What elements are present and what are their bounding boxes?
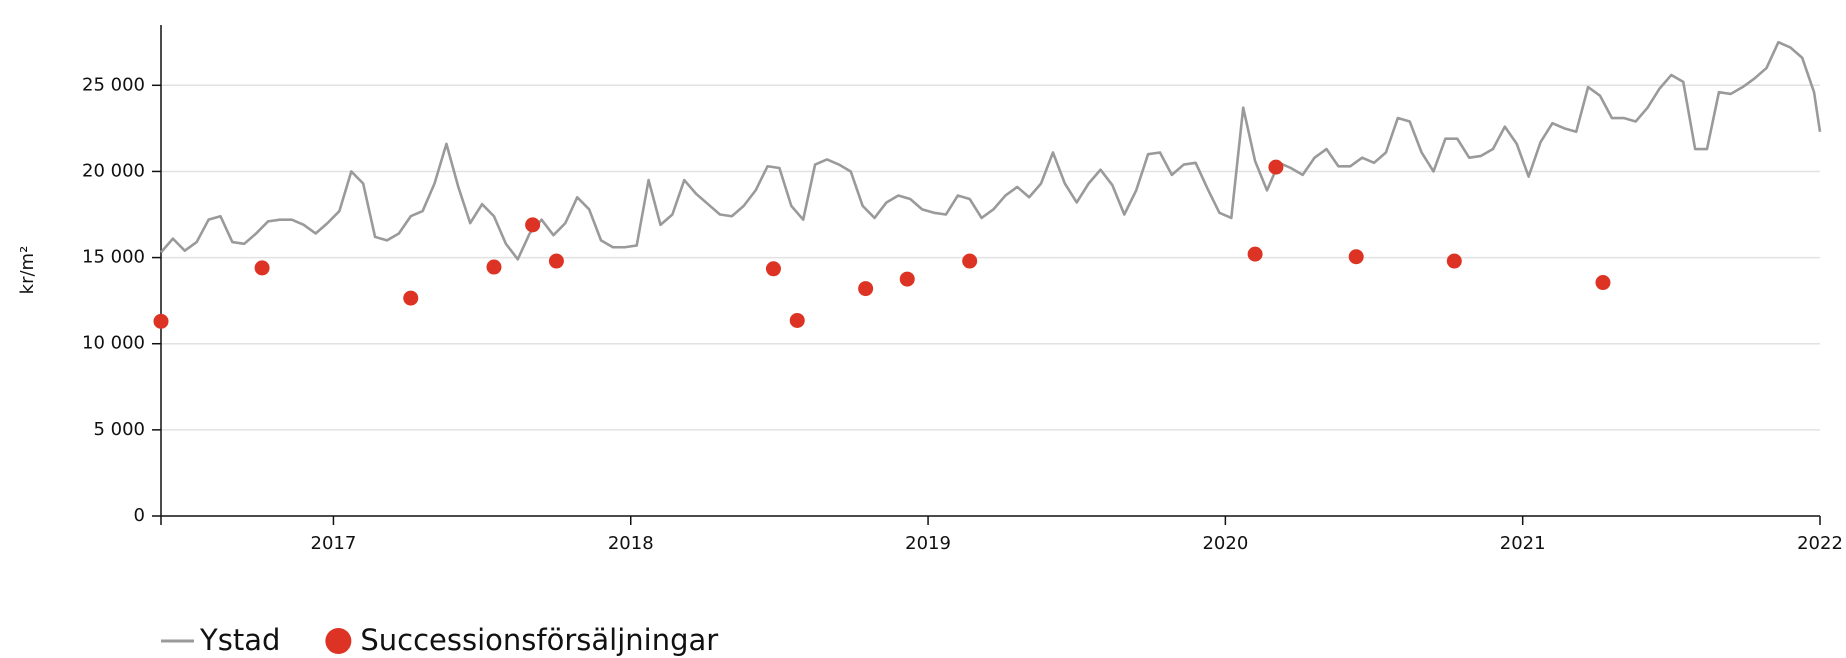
legend-label: Ystad	[199, 623, 280, 657]
data-point	[1595, 275, 1611, 291]
data-point	[254, 260, 270, 276]
data-line	[160, 40, 1822, 261]
data-point	[1268, 159, 1284, 175]
data-point	[548, 253, 564, 269]
y-tick-label: 10 000	[82, 333, 145, 354]
data-point	[1348, 249, 1364, 265]
y-tick-label: 0	[134, 505, 145, 526]
y-tick-label: 25 000	[82, 74, 145, 95]
data-point	[1247, 246, 1263, 262]
x-tick-label: 2019	[905, 533, 951, 554]
data-point	[153, 313, 169, 329]
legend-label: Successionsförsäljningar	[360, 623, 718, 657]
y-axis-label: kr/m²	[17, 246, 38, 295]
data-point	[403, 290, 419, 306]
x-tick-label: 2018	[608, 533, 654, 554]
data-point	[486, 259, 502, 275]
data-point	[899, 271, 915, 287]
x-tick-label: 2022	[1797, 533, 1843, 554]
y-tick-label: 5 000	[93, 419, 145, 440]
x-tick-label: 2021	[1500, 533, 1546, 554]
data-point	[962, 253, 978, 269]
data-point	[525, 217, 541, 233]
y-tick-label: 20 000	[82, 160, 145, 181]
data-point	[1446, 253, 1462, 269]
y-tick-label: 15 000	[82, 247, 145, 268]
data-point	[765, 261, 781, 277]
x-tick-label: 2017	[311, 533, 357, 554]
legend-swatch	[325, 628, 352, 654]
data-point	[858, 281, 874, 297]
data-point	[789, 312, 805, 328]
x-tick-label: 2020	[1202, 533, 1248, 554]
